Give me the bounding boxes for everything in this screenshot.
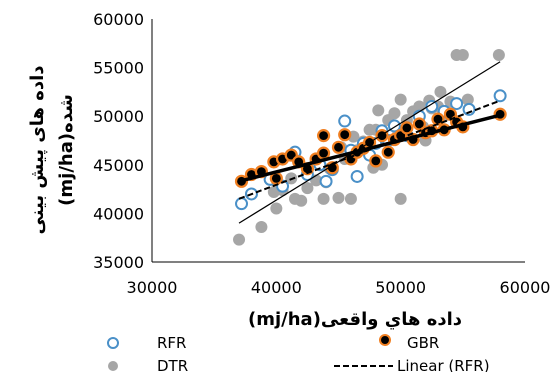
legend-rfr-symbol [107,337,119,349]
point-dtr [332,191,345,204]
point-gbr [338,128,352,142]
point-gbr [369,154,383,168]
point-dtr [301,182,314,195]
legend-item-gbr: GBR [379,334,439,352]
y-tick-label: 45000 [93,156,144,175]
y-axis-title-line1: داده های پیش بینی [27,65,48,234]
trendline-linear-gbr [238,113,501,184]
point-dtr [394,93,407,106]
point-gbr [325,161,339,175]
point-gbr [316,129,331,143]
point-rfr [493,89,507,103]
x-tick-label: 50000 [375,278,426,297]
point-gbr [331,140,346,154]
y-tick-label: 40000 [93,204,144,223]
legend-item-linear-rfr: Linear (RFR) [334,357,490,372]
y-tick-label: 60000 [93,10,144,29]
point-dtr [317,192,330,205]
point-gbr [400,121,414,135]
point-rfr [425,99,439,113]
point-dtr [255,221,268,234]
point-rfr [450,97,464,111]
legend-dtr-symbol [108,361,118,371]
legend-gbr-label: GBR [407,334,439,352]
y-tick-label: 50000 [93,107,144,126]
point-gbr [316,146,331,160]
point-gbr [412,117,426,131]
point-dtr [492,48,505,61]
legend-item-rfr: RFR [107,334,186,352]
x-tick-label: 60000 [500,278,551,297]
point-dtr [456,48,469,61]
point-rfr [235,197,249,211]
legend-linear-rfr-label: Linear (RFR) [397,357,490,372]
point-dtr [270,202,283,215]
legend-dtr-label: DTR [157,357,188,372]
trendline-linear-dtr [238,61,501,224]
point-dtr [295,194,308,207]
x-tick-label: 40000 [251,278,302,297]
point-dtr [344,192,357,205]
point-dtr [434,85,447,98]
legend-rfr-label: RFR [157,334,186,352]
point-rfr [319,174,333,188]
y-tick-labels: 35000 40000 45000 50000 55000 60000 [93,10,144,272]
legend: RFR GBR DTR Linear (RFR) [107,334,490,372]
x-tick-labels: 30000 40000 50000 60000 [127,278,551,297]
legend-item-dtr: DTR [108,357,188,372]
y-tick-label: 35000 [93,253,144,272]
y-tick-label: 55000 [93,59,144,78]
point-rfr [350,169,364,183]
x-axis-title: داده هاي واقعی(mj/ha) [248,309,462,330]
trendlines [238,61,501,224]
point-dtr [388,107,401,120]
point-dtr [372,104,385,117]
point-gbr [381,145,395,159]
x-tick-label: 30000 [127,278,178,297]
point-rfr [338,114,352,128]
point-dtr [461,93,474,106]
point-dtr [394,192,407,205]
axes [151,19,525,263]
y-axis-title-line2: شده(mj/ha) [56,94,77,206]
point-dtr [233,233,246,246]
point-gbr [493,107,507,121]
legend-gbr-symbol [379,334,391,346]
